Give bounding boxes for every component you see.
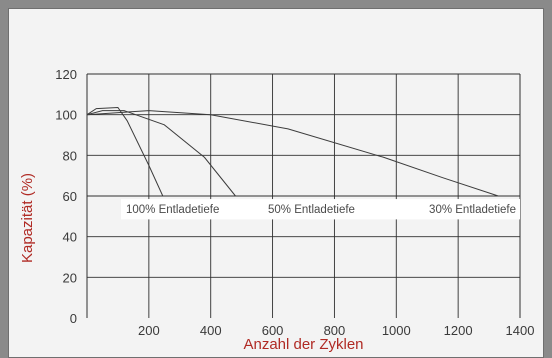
- x-tick-labels: 200 400 600 800 1000 1200 1400: [138, 323, 534, 338]
- series-label-1: 100% Entladetiefe: [126, 204, 219, 216]
- series-line-3: [86, 110, 499, 197]
- chart-panel: 100% Entladetiefe 50% Entladetiefe 30% Ent…: [8, 8, 544, 358]
- y-tick-0: 0: [70, 311, 77, 326]
- y-tick-labels: 0 20 40 60 80 100 120: [55, 67, 77, 326]
- x-tick-200: 200: [138, 323, 160, 338]
- x-tick-1400: 1400: [506, 323, 535, 338]
- y-tick-120: 120: [55, 67, 77, 82]
- label-band: [121, 199, 520, 220]
- x-tick-400: 400: [200, 323, 222, 338]
- y-axis-title: Kapazität (%): [19, 173, 36, 263]
- series-labels: 100% Entladetiefe 50% Entladetiefe 30% Ent…: [126, 204, 516, 216]
- series-label-2: 50% Entladetiefe: [268, 204, 355, 216]
- y-tick-100: 100: [55, 108, 77, 123]
- x-tick-1000: 1000: [382, 323, 411, 338]
- y-tick-40: 40: [63, 230, 77, 245]
- line-chart: 100% Entladetiefe 50% Entladetiefe 30% Ent…: [19, 67, 534, 353]
- series-line-1: [86, 106, 164, 197]
- y-tick-20: 20: [63, 270, 77, 285]
- y-tick-60: 60: [63, 189, 77, 204]
- y-tick-80: 80: [63, 148, 77, 163]
- x-tick-800: 800: [324, 323, 346, 338]
- series-lines: [86, 106, 499, 197]
- x-tick-600: 600: [262, 323, 284, 338]
- grid: [86, 73, 521, 318]
- series-line-2: [86, 110, 236, 197]
- series-label-3: 30% Entladetiefe: [429, 204, 516, 216]
- x-axis-title: Anzahl der Zyklen: [243, 336, 363, 353]
- x-tick-1200: 1200: [444, 323, 473, 338]
